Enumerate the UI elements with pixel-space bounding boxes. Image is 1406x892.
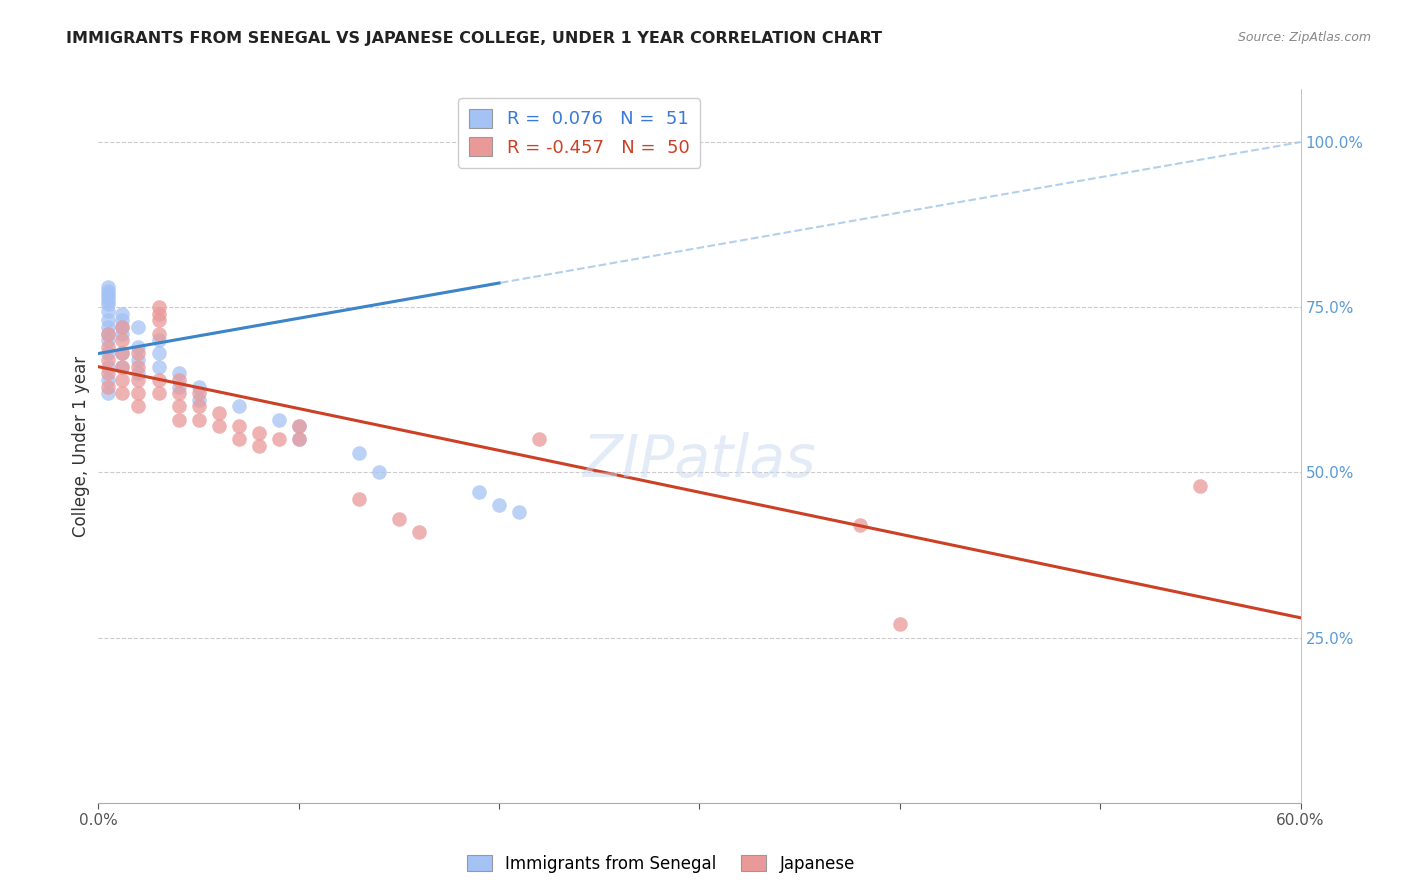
Point — [347, 491, 370, 506]
Point — [128, 373, 150, 387]
Point — [97, 280, 120, 294]
Point — [97, 386, 120, 401]
Point — [1189, 478, 1212, 492]
Point — [148, 313, 170, 327]
Point — [148, 386, 170, 401]
Point — [288, 433, 311, 447]
Point — [267, 412, 290, 426]
Point — [187, 400, 209, 414]
Y-axis label: College, Under 1 year: College, Under 1 year — [72, 355, 90, 537]
Point — [247, 439, 270, 453]
Point — [97, 340, 120, 354]
Point — [208, 406, 231, 420]
Point — [97, 359, 120, 374]
Point — [128, 359, 150, 374]
Point — [148, 373, 170, 387]
Point — [128, 320, 150, 334]
Point — [97, 293, 120, 308]
Point — [508, 505, 530, 519]
Point — [148, 346, 170, 360]
Point — [267, 433, 290, 447]
Point — [111, 373, 134, 387]
Point — [97, 333, 120, 347]
Point — [228, 433, 250, 447]
Point — [849, 518, 872, 533]
Point — [128, 386, 150, 401]
Point — [288, 433, 311, 447]
Point — [128, 353, 150, 368]
Point — [148, 333, 170, 347]
Point — [488, 499, 510, 513]
Point — [148, 300, 170, 314]
Point — [97, 320, 120, 334]
Point — [97, 303, 120, 318]
Point — [97, 290, 120, 304]
Point — [187, 412, 209, 426]
Point — [97, 379, 120, 393]
Point — [148, 307, 170, 321]
Point — [228, 400, 250, 414]
Point — [368, 466, 391, 480]
Text: Source: ZipAtlas.com: Source: ZipAtlas.com — [1237, 31, 1371, 45]
Point — [148, 359, 170, 374]
Point — [167, 379, 190, 393]
Point — [288, 419, 311, 434]
Point — [187, 379, 209, 393]
Point — [167, 400, 190, 414]
Point — [97, 346, 120, 360]
Point — [97, 326, 120, 341]
Point — [228, 419, 250, 434]
Point — [388, 511, 411, 525]
Point — [97, 373, 120, 387]
Point — [208, 419, 231, 434]
Point — [111, 320, 134, 334]
Point — [468, 485, 491, 500]
Point — [247, 425, 270, 440]
Point — [288, 419, 311, 434]
Point — [347, 445, 370, 459]
Text: ZIPatlas: ZIPatlas — [582, 432, 817, 489]
Point — [111, 307, 134, 321]
Legend: R =  0.076   N =  51, R = -0.457   N =  50: R = 0.076 N = 51, R = -0.457 N = 50 — [458, 98, 700, 168]
Point — [111, 359, 134, 374]
Point — [97, 313, 120, 327]
Legend: Immigrants from Senegal, Japanese: Immigrants from Senegal, Japanese — [460, 848, 862, 880]
Point — [111, 333, 134, 347]
Point — [111, 326, 134, 341]
Point — [128, 367, 150, 381]
Point — [111, 313, 134, 327]
Point — [111, 359, 134, 374]
Point — [97, 297, 120, 311]
Point — [889, 617, 911, 632]
Point — [97, 287, 120, 301]
Point — [111, 386, 134, 401]
Point — [97, 367, 120, 381]
Point — [97, 353, 120, 368]
Point — [111, 346, 134, 360]
Point — [111, 320, 134, 334]
Point — [187, 386, 209, 401]
Point — [148, 326, 170, 341]
Point — [529, 433, 551, 447]
Text: IMMIGRANTS FROM SENEGAL VS JAPANESE COLLEGE, UNDER 1 YEAR CORRELATION CHART: IMMIGRANTS FROM SENEGAL VS JAPANESE COLL… — [66, 31, 882, 46]
Point — [408, 524, 430, 539]
Point — [167, 367, 190, 381]
Point — [167, 386, 190, 401]
Point — [128, 340, 150, 354]
Point — [97, 326, 120, 341]
Point — [97, 284, 120, 298]
Point — [187, 392, 209, 407]
Point — [167, 373, 190, 387]
Point — [167, 412, 190, 426]
Point — [128, 346, 150, 360]
Point — [111, 346, 134, 360]
Point — [128, 400, 150, 414]
